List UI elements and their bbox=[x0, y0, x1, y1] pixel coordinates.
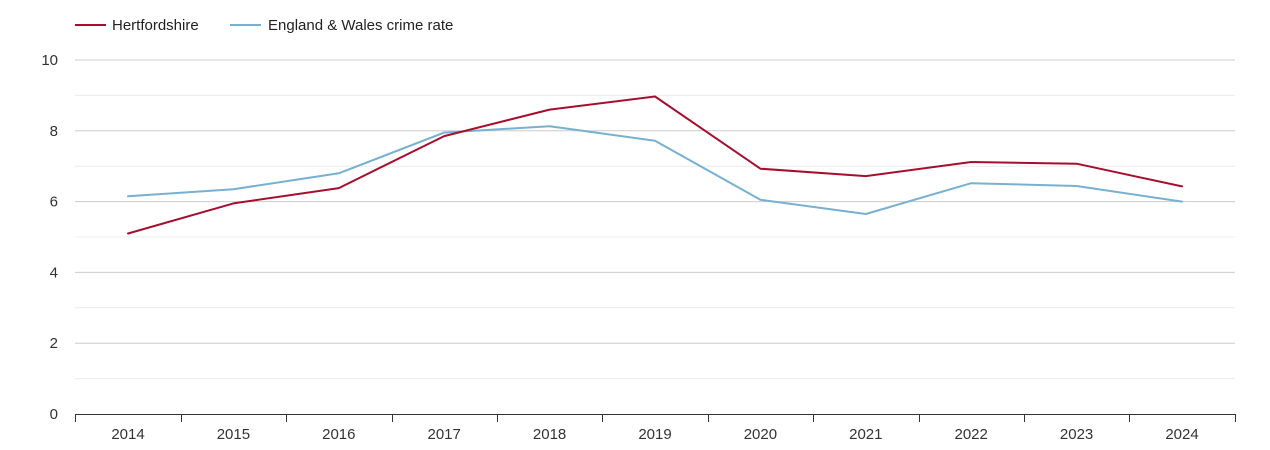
legend-label-england-wales: England & Wales crime rate bbox=[268, 17, 453, 34]
x-tick-label: 2017 bbox=[428, 426, 461, 443]
legend: Hertfordshire England & Wales crime rate bbox=[75, 17, 453, 34]
x-tick-label: 2023 bbox=[1060, 426, 1093, 443]
y-tick-label: 4 bbox=[50, 264, 58, 281]
x-tick-label: 2022 bbox=[955, 426, 988, 443]
x-tick-label: 2024 bbox=[1165, 426, 1198, 443]
legend-item-england-wales[interactable]: England & Wales crime rate bbox=[230, 17, 453, 34]
y-tick-label: 2 bbox=[50, 335, 58, 352]
axes: 0 2 4 6 8 10 2014 2015 2016 2017 2018 2019 2020 2021 2… bbox=[41, 52, 1236, 443]
legend-label-hertfordshire: Hertfordshire bbox=[112, 17, 199, 34]
x-tick-label: 2018 bbox=[533, 426, 566, 443]
series bbox=[127, 95, 1183, 235]
x-tick-label: 2019 bbox=[638, 426, 671, 443]
x-tick-label: 2020 bbox=[744, 426, 777, 443]
legend-item-hertfordshire[interactable]: Hertfordshire bbox=[75, 17, 199, 34]
x-tick-label: 2016 bbox=[322, 426, 355, 443]
y-tick-label: 10 bbox=[41, 52, 58, 69]
y-tick-label: 0 bbox=[50, 406, 58, 423]
y-tick-label: 8 bbox=[50, 123, 58, 140]
x-tick-label: 2014 bbox=[111, 426, 144, 443]
x-tick-label: 2021 bbox=[849, 426, 882, 443]
series-line-hertfordshire bbox=[127, 95, 1183, 235]
grid bbox=[75, 59, 1235, 380]
y-tick-label: 6 bbox=[50, 194, 58, 211]
x-tick-label: 2015 bbox=[217, 426, 250, 443]
series-line-england-wales-crime-rate bbox=[127, 125, 1183, 215]
